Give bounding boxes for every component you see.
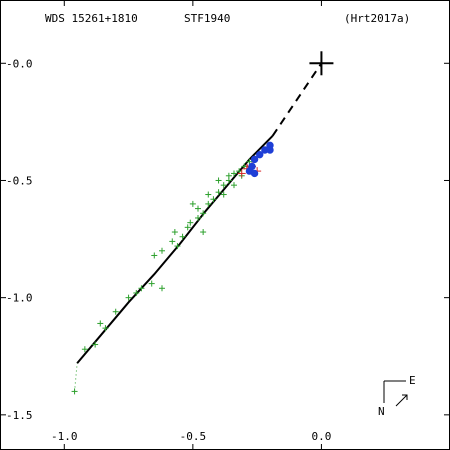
orbit-dashed-line: [271, 62, 323, 137]
green-observation: [148, 280, 155, 287]
compass-north-label: N: [378, 405, 385, 418]
green-observation: [125, 294, 132, 301]
green-observation: [159, 247, 165, 254]
green-observation: [220, 191, 227, 198]
blue-observation: [256, 150, 264, 159]
orbit-dotted-extension: [74, 363, 78, 392]
blue-observation: [250, 169, 259, 178]
green-observation: [246, 158, 253, 165]
green-observation: [195, 205, 201, 212]
reference-label: (Hrt2017a): [344, 12, 410, 25]
green-observation: [195, 214, 201, 221]
green-observation: [189, 200, 196, 207]
green-observation: [151, 252, 158, 259]
green-observation: [210, 196, 217, 203]
green-observation: [81, 346, 88, 353]
wds-id-label: WDS 15261+1810: [45, 12, 138, 25]
green-observation: [200, 229, 207, 236]
green-observation: [187, 219, 194, 226]
primary-star-layer: [309, 51, 334, 76]
green-observation: [169, 238, 176, 245]
x-tick-label: -1.0: [51, 430, 78, 443]
green-observation: [231, 182, 237, 189]
blue-observation: [266, 146, 274, 154]
x-tick-label: -0.5: [180, 430, 207, 443]
green-observation: [184, 224, 191, 231]
green-observation: [97, 320, 104, 327]
green-observation: [133, 289, 140, 296]
green-observation: [200, 210, 207, 217]
discoverer-label: STF1940: [184, 12, 230, 25]
green-observation: [205, 191, 212, 198]
blue-observation: [248, 162, 256, 171]
green-observation: [205, 200, 212, 207]
green-observation: [220, 182, 227, 189]
green-observation: [215, 189, 222, 196]
blue-observation: [250, 155, 259, 164]
green-observation: [102, 325, 109, 332]
green-observation: [159, 285, 165, 292]
y-tick-label: -0.0: [6, 57, 33, 70]
compass-east-label: E: [409, 374, 416, 387]
motion-arrow-head: [402, 394, 408, 400]
y-tick-label: -1.5: [6, 409, 33, 422]
x-tick-label: 0.0: [311, 430, 331, 443]
orbit-solid-line: [76, 135, 274, 364]
y-tick-label: -0.5: [6, 174, 33, 187]
orbit-layer: [74, 62, 323, 392]
green-observation: [174, 243, 181, 250]
green-observation: [225, 177, 232, 184]
green-observation: [112, 308, 119, 315]
green-observation: [92, 341, 99, 348]
green-observation: [71, 388, 78, 395]
green-observation: [138, 285, 145, 292]
motion-arrow-shaft: [395, 394, 408, 407]
red-observation: [237, 169, 246, 178]
compass: E N: [378, 374, 416, 418]
green-observation: [215, 177, 222, 184]
green-observation: [231, 170, 237, 177]
y-tick-label: -1.0: [6, 292, 33, 305]
green-observation: [171, 229, 178, 236]
observation-layer: [71, 141, 274, 395]
green-observation: [179, 233, 186, 240]
